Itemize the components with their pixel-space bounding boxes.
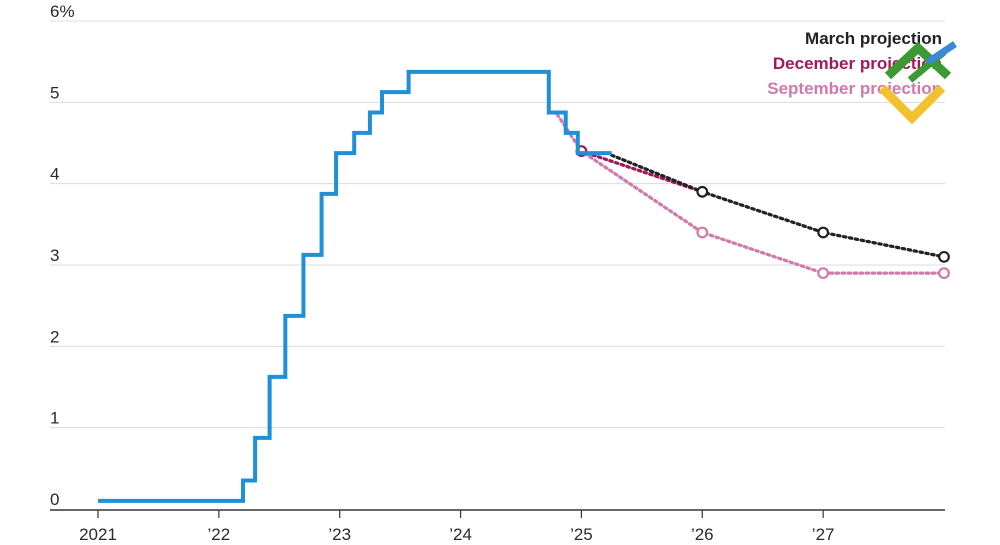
x-tick-label: ’26	[691, 525, 714, 544]
projection-marker	[817, 226, 830, 239]
x-tick-label: ’24	[449, 525, 472, 544]
logo-blue-slash	[926, 41, 957, 65]
x-tick-label: ’27	[812, 525, 835, 544]
series	[98, 69, 950, 503]
x-tick-label: ’25	[570, 525, 593, 544]
y-tick-label: 1	[50, 409, 59, 428]
projection-marker	[696, 226, 709, 239]
series-0	[98, 69, 612, 503]
y-tick-label: 4	[50, 165, 59, 184]
projection-marker	[938, 250, 950, 263]
projection-marker	[938, 267, 950, 280]
y-tick-label: 0	[50, 490, 59, 509]
projection-line	[555, 112, 946, 275]
legend-item: March projection	[805, 29, 942, 48]
watermark-logo	[878, 41, 957, 125]
grid	[50, 20, 945, 429]
logo-green-chevron	[884, 41, 952, 80]
x-tick-label: 2021	[79, 525, 117, 544]
projection-marker	[817, 267, 830, 280]
y-tick-label: 3	[50, 246, 59, 265]
x-axis: 2021 ’22 ’23 ’24 ’25 ’26 ’27	[50, 509, 945, 544]
x-tick-label: ’23	[328, 525, 351, 544]
projection-line	[579, 149, 704, 194]
actual-rate-line	[98, 69, 612, 503]
logo-yellow-chevron	[878, 84, 946, 125]
series-3	[555, 112, 950, 280]
y-tick-label: 6%	[50, 2, 75, 21]
projection-line	[610, 153, 946, 259]
legend-item: September projection	[767, 79, 942, 98]
y-tick-label: 2	[50, 327, 59, 346]
x-tick-label: ’22	[208, 525, 231, 544]
projection-marker	[696, 185, 709, 198]
series-1	[610, 153, 950, 263]
y-axis: 0 1 2 3 4 5 6%	[50, 2, 75, 509]
y-tick-label: 5	[50, 83, 59, 102]
